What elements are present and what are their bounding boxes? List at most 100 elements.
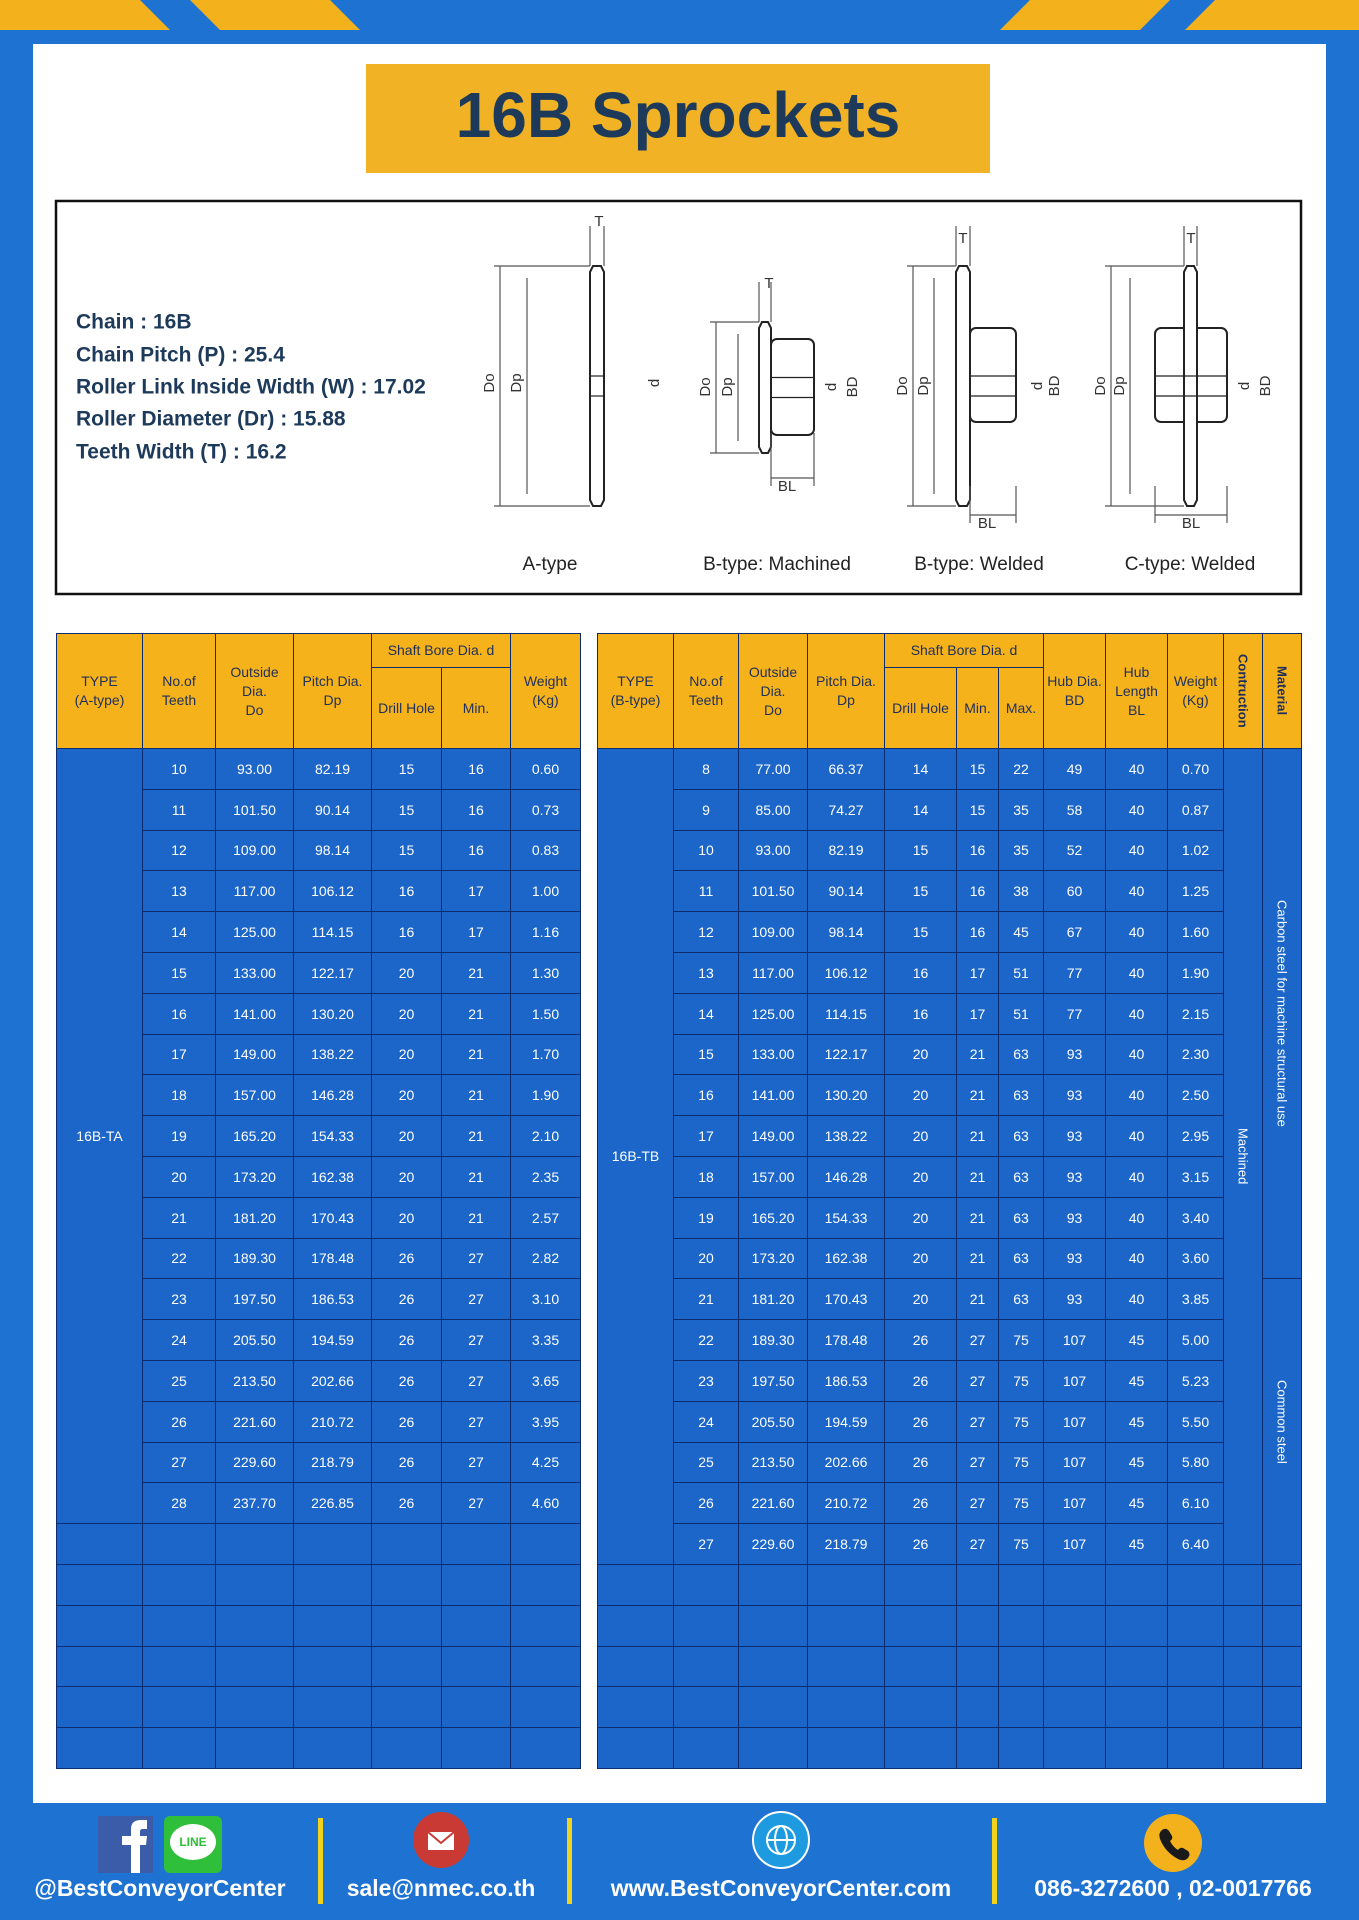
cell: 90.14	[807, 870, 885, 913]
cell: 18	[673, 1155, 739, 1198]
plate	[955, 265, 971, 507]
empty-cell	[1167, 1727, 1224, 1769]
cell: 15	[884, 829, 957, 872]
column-header: Weight (Kg)	[1167, 633, 1224, 749]
dim-label: Do	[1092, 376, 1109, 395]
empty-cell	[510, 1523, 581, 1565]
cell: 20	[673, 1237, 739, 1280]
empty-cell	[510, 1563, 581, 1606]
column-header: Weight (Kg)	[510, 633, 581, 749]
cell: 181.20	[215, 1196, 294, 1239]
cell: 40	[1105, 911, 1168, 953]
cell: 197.50	[215, 1278, 294, 1321]
row: 16B-TB 8 77.00 66.37 14 15 22 49 40 0.70 Machined C…	[597, 747, 1302, 1565]
cell: 15	[371, 788, 442, 831]
column-header: No.of Teeth	[673, 633, 739, 749]
cell: 20	[884, 1237, 957, 1280]
cell: 21	[441, 951, 511, 994]
cell: 3.10	[510, 1278, 581, 1321]
cell: 125.00	[738, 992, 808, 1035]
row: 13 117.00 106.12 16 17 1.00	[57, 870, 581, 913]
header-line: TYPE	[617, 673, 654, 689]
website: www.BestConveyorCenter.com	[610, 1875, 951, 1901]
cell: 130.20	[293, 992, 372, 1035]
cell: 21	[956, 1237, 999, 1280]
cell: 21	[673, 1278, 739, 1321]
empty-cell	[1262, 1727, 1302, 1769]
spec: Roller Link Inside Width (W) : 17.02	[76, 376, 426, 399]
header-row: Drill Hole Min. Max.	[598, 667, 1302, 749]
header-line: Do	[764, 701, 782, 718]
cell: 15	[673, 1033, 739, 1076]
cell: 10	[673, 829, 739, 872]
cell: 11	[142, 788, 216, 831]
empty-cell	[1167, 1563, 1224, 1606]
cell: 165.20	[215, 1115, 294, 1157]
cell: 27	[441, 1482, 511, 1525]
cell: 133.00	[215, 951, 294, 994]
cell: 21	[441, 1033, 511, 1076]
cell: 93	[1043, 1155, 1106, 1198]
facebook-glyph	[122, 1820, 147, 1873]
empty-cell	[293, 1523, 372, 1565]
cell: 21	[441, 1115, 511, 1157]
cell: 27	[142, 1441, 216, 1484]
social: @BestConveyorCenter	[34, 1875, 285, 1901]
cell: 20	[371, 1196, 442, 1239]
material-cell: Common steel	[1262, 1278, 1302, 1565]
empty-cell	[293, 1563, 372, 1606]
cell: 27	[956, 1359, 999, 1402]
cell: 149.00	[738, 1115, 808, 1157]
empty-cell	[1105, 1727, 1168, 1769]
row: 18 157.00 146.28 20 21 1.90	[57, 1074, 581, 1117]
empty-row	[56, 1604, 581, 1647]
cell: 2.50	[1167, 1074, 1224, 1117]
empty-cell	[956, 1604, 999, 1647]
header-line: Hub	[1123, 663, 1150, 680]
row: 15 133.00 122.17 20 21 1.30	[57, 951, 581, 994]
dim-label: T	[764, 275, 773, 292]
construction-cell: Machined	[1223, 748, 1263, 1565]
cell: 213.50	[215, 1359, 294, 1402]
cell: 74.27	[807, 788, 885, 831]
cell: 19	[673, 1196, 739, 1239]
cell: 63	[998, 1196, 1044, 1239]
cell: 21	[441, 1196, 511, 1239]
cell: 141.00	[738, 1074, 808, 1117]
row: 21 181.20 170.43 20 21 63 93 40 3.85 Common steel	[598, 1278, 1302, 1565]
cell: 5.50	[1167, 1400, 1224, 1443]
diagram-captions: A-type B-type: Machined B-type: Welded C…	[523, 554, 1256, 575]
cell: 27	[441, 1400, 511, 1443]
cell: 15	[884, 870, 957, 913]
cell: 21	[441, 992, 511, 1035]
cell: 130.20	[807, 1074, 885, 1117]
cell: 205.50	[215, 1319, 294, 1361]
material-cell: Carbon steel for machine structural use	[1262, 747, 1302, 1280]
cell: 114.15	[807, 992, 885, 1035]
cell: 1.16	[510, 911, 581, 953]
cell: 51	[998, 992, 1044, 1035]
dim-label: T	[1186, 230, 1195, 247]
empty-cell	[1105, 1563, 1168, 1606]
caption: B-type: Machined	[703, 554, 851, 575]
header-line: Pitch Dia.	[816, 673, 876, 689]
header-line: Min.	[964, 699, 991, 716]
cell: 20	[371, 1115, 442, 1157]
cell: 125.00	[215, 911, 294, 953]
cell: 20	[884, 1196, 957, 1239]
cell: 27	[441, 1237, 511, 1280]
caption: A-type	[523, 554, 578, 575]
empty-cell	[510, 1645, 581, 1688]
cell: 40	[1105, 1196, 1168, 1239]
cell: 20	[884, 1074, 957, 1117]
cell: 181.20	[738, 1278, 808, 1321]
cell: 6.10	[1167, 1482, 1224, 1525]
column-header: Min.	[956, 667, 999, 749]
cell: 75	[998, 1441, 1044, 1484]
empty-cell	[673, 1563, 739, 1606]
empty-cell	[597, 1645, 674, 1688]
cell: 106.12	[293, 870, 372, 913]
cell: 109.00	[215, 829, 294, 872]
cell: 45	[998, 911, 1044, 953]
